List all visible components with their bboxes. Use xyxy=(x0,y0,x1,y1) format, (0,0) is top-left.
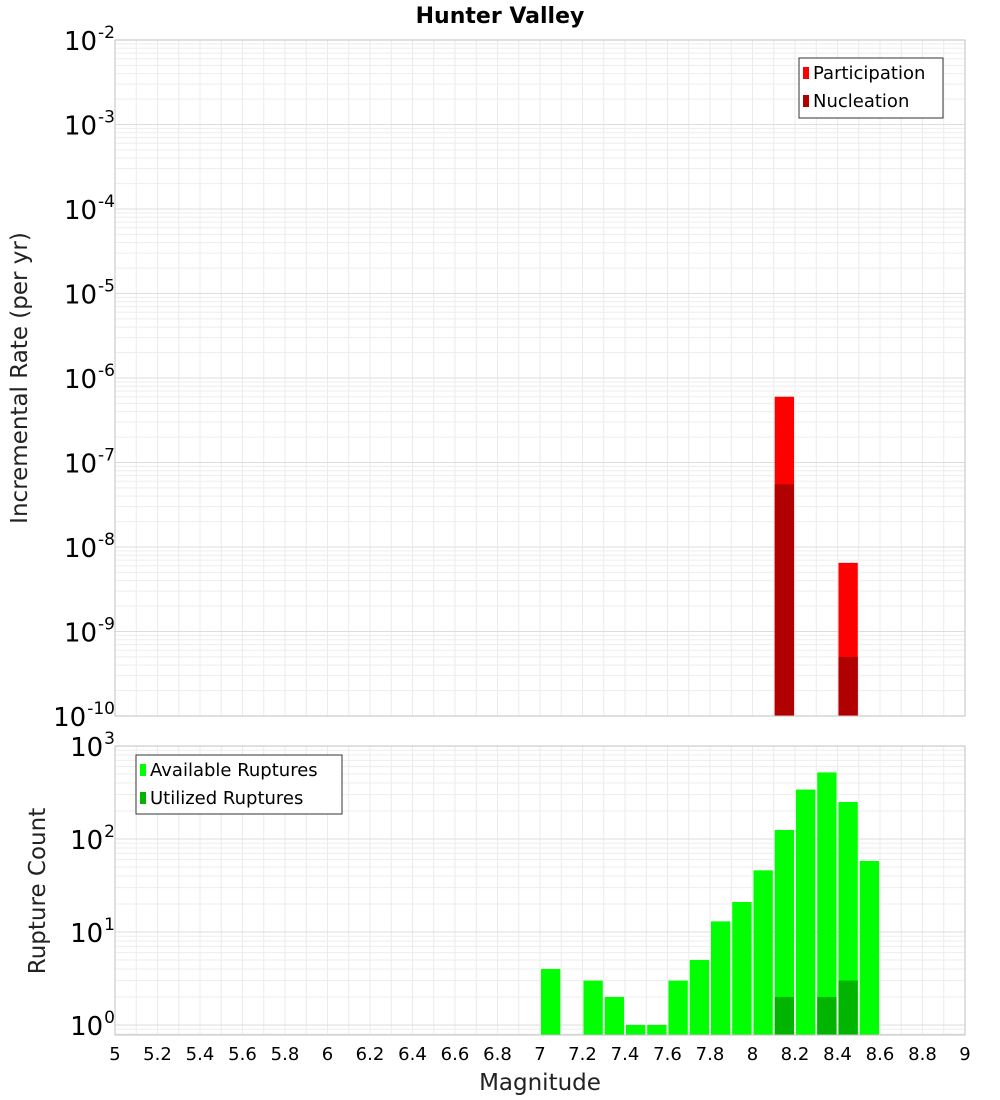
legend-swatch-available xyxy=(140,764,146,776)
y-tick-label: 102 xyxy=(70,822,115,856)
x-tick-labels: 5 5.2 5.4 5.6 5.8 6 6.2 6.4 6.6 6.8 7 7.2 7.4 7.6 7.8 8… xyxy=(109,1044,970,1065)
legend-label-nucleation: Nucleation xyxy=(813,91,909,112)
y-tick-label: 103 xyxy=(70,729,115,763)
x-tick-label: 8.2 xyxy=(781,1044,810,1065)
y-tick-label: 100 xyxy=(70,1008,115,1042)
x-tick-label: 8.8 xyxy=(908,1044,937,1065)
x-tick-label: 5.6 xyxy=(228,1044,257,1065)
legend-label-participation: Participation xyxy=(813,63,925,84)
bar-available-ruptures xyxy=(774,829,795,1035)
top-legend: Participation Nucleation xyxy=(798,57,944,119)
x-tick-label: 8.6 xyxy=(866,1044,895,1065)
x-tick-label: 7.4 xyxy=(611,1044,640,1065)
bar-available-ruptures xyxy=(859,860,880,1035)
bar-available-ruptures xyxy=(625,1024,646,1035)
bar-available-ruptures xyxy=(689,959,710,1035)
y-tick-label: 10-9 xyxy=(64,615,115,649)
bar-available-ruptures xyxy=(817,772,837,1035)
x-tick-label: 7.6 xyxy=(653,1044,682,1065)
legend-swatch-participation xyxy=(803,67,809,79)
x-tick-label: 8.4 xyxy=(823,1044,852,1065)
y-tick-label: 10-5 xyxy=(64,277,115,311)
legend-label-available: Available Ruptures xyxy=(150,760,318,781)
y-tick-label: 10-4 xyxy=(64,192,115,226)
legend-swatch-utilized xyxy=(140,792,146,804)
bar-available-ruptures xyxy=(583,980,603,1035)
x-tick-label: 5.2 xyxy=(143,1044,172,1065)
y-tick-label: 10-3 xyxy=(64,108,115,142)
bar-available-ruptures xyxy=(647,1024,667,1035)
bottom-bars xyxy=(540,772,880,1035)
x-tick-label: 6.2 xyxy=(356,1044,385,1065)
bar-available-ruptures xyxy=(795,789,816,1035)
x-tick-label: 5 xyxy=(109,1044,120,1065)
x-tick-label: 5.8 xyxy=(271,1044,300,1065)
x-tick-label: 6.8 xyxy=(483,1044,512,1065)
bar-available-ruptures xyxy=(732,902,752,1035)
y-tick-label: 10-6 xyxy=(64,361,115,395)
top-legend-box xyxy=(798,57,944,119)
bottom-plot-border xyxy=(114,745,966,1036)
bar-available-ruptures xyxy=(838,801,858,1035)
top-y-axis-label: Incremental Rate (per yr) xyxy=(7,232,33,524)
bar-available-ruptures xyxy=(540,968,561,1035)
bar-nucleation xyxy=(774,484,795,716)
bar-available-ruptures xyxy=(753,870,773,1035)
bottom-legend-box xyxy=(135,754,343,815)
x-tick-label: 5.4 xyxy=(186,1044,215,1065)
bottom-legend: Available Ruptures Utilized Ruptures xyxy=(135,754,343,815)
x-tick-label: 8 xyxy=(747,1044,758,1065)
bottom-y-tick-labels: 100 101 102 103 xyxy=(70,729,115,1042)
bar-available-ruptures xyxy=(668,980,688,1035)
legend-label-utilized: Utilized Ruptures xyxy=(150,788,303,809)
bar-available-ruptures xyxy=(604,996,625,1035)
y-tick-label: 10-8 xyxy=(64,530,115,564)
x-tick-label: 7 xyxy=(534,1044,545,1065)
top-y-tick-labels: 10-10 10-9 10-8 10-7 10-6 10-5 10-4 10-3 10-2 xyxy=(53,23,115,733)
bar-utilized-ruptures xyxy=(817,996,837,1035)
x-axis-label: Magnitude xyxy=(479,1070,601,1096)
x-tick-label: 6.6 xyxy=(441,1044,470,1065)
bar-utilized-ruptures xyxy=(838,980,858,1035)
bar-utilized-ruptures xyxy=(774,996,795,1035)
y-tick-label: 10-7 xyxy=(64,446,115,480)
chart-title: Hunter Valley xyxy=(416,4,585,29)
top-bars xyxy=(774,396,858,716)
x-tick-label: 6.4 xyxy=(398,1044,427,1065)
legend-swatch-nucleation xyxy=(803,95,809,107)
bottom-panel: 100 101 102 103 5 5.2 5.4 5.6 5.8 6 6.2 6.4 6.6 6.8 7… xyxy=(25,729,971,1096)
bar-nucleation xyxy=(838,656,858,716)
y-tick-label: 10-10 xyxy=(53,699,115,733)
bottom-y-axis-label: Rupture Count xyxy=(25,808,51,974)
x-tick-label: 7.2 xyxy=(568,1044,597,1065)
x-tick-label: 6 xyxy=(322,1044,333,1065)
top-gridlines xyxy=(114,40,966,717)
x-tick-label: 7.8 xyxy=(696,1044,725,1065)
top-plot-border xyxy=(114,39,966,717)
y-tick-label: 10-2 xyxy=(64,23,115,57)
y-tick-label: 101 xyxy=(70,915,115,949)
top-panel: 10-10 10-9 10-8 10-7 10-6 10-5 10-4 10-3 10-2 In… xyxy=(7,23,966,733)
bar-available-ruptures xyxy=(710,921,731,1035)
x-tick-label: 9 xyxy=(959,1044,970,1065)
